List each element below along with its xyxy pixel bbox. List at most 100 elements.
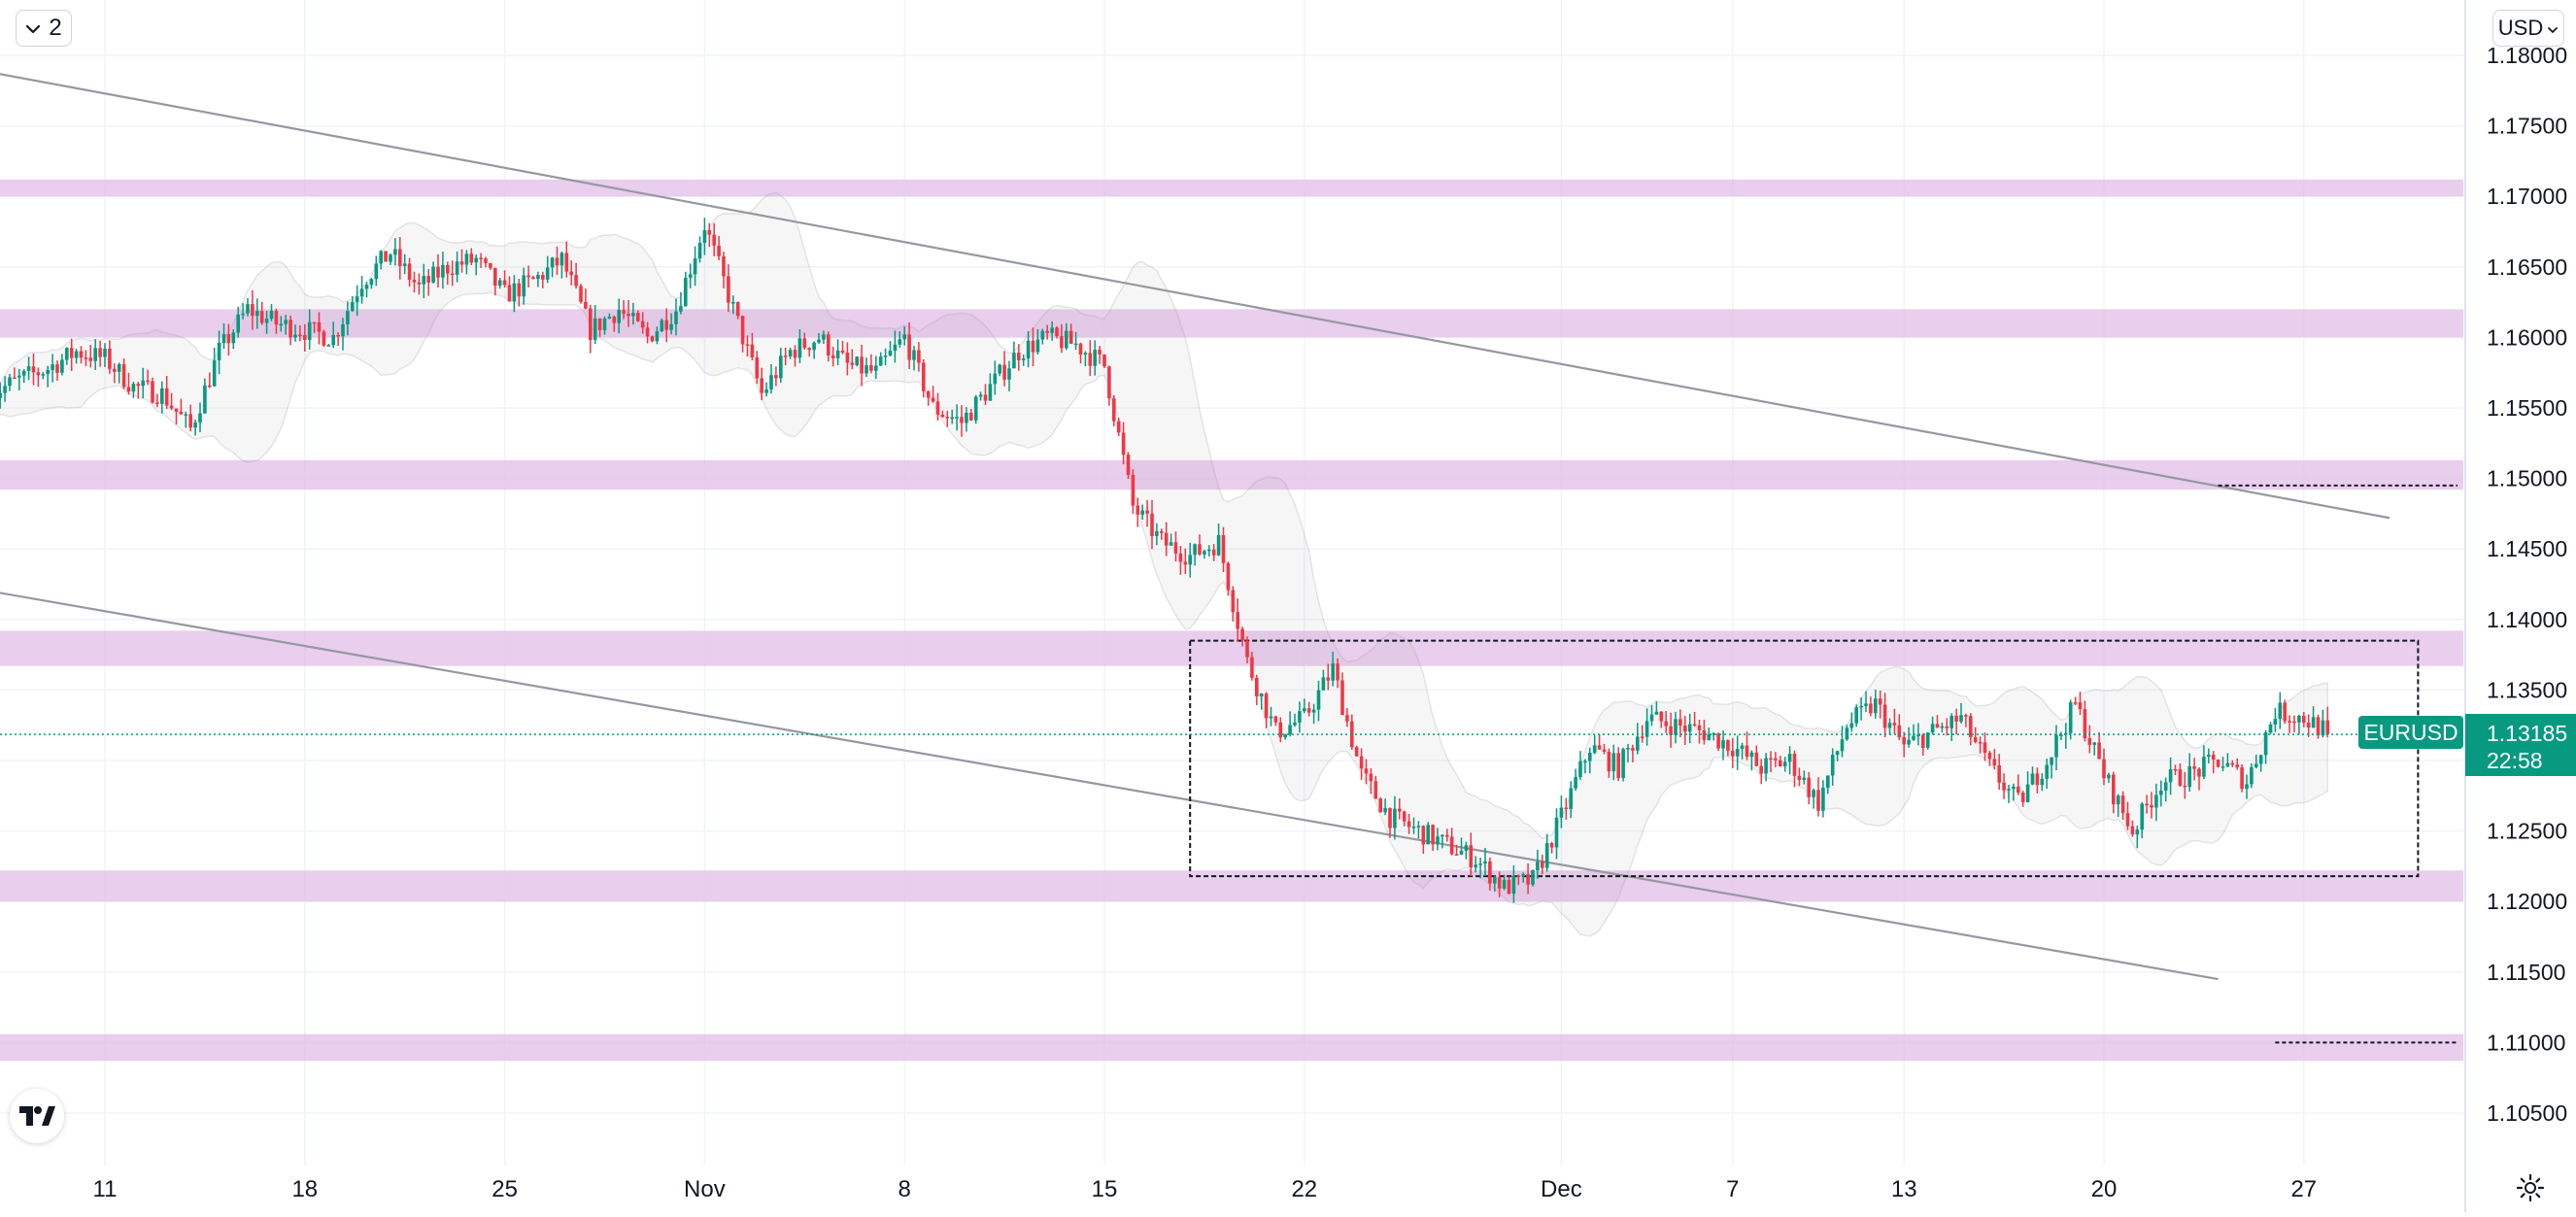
candle[interactable] <box>584 287 588 310</box>
candle[interactable] <box>1812 788 1815 809</box>
candle[interactable] <box>1626 743 1630 762</box>
candle[interactable] <box>631 302 635 325</box>
candle[interactable] <box>2207 748 2211 763</box>
candle[interactable] <box>2254 754 2258 769</box>
candle[interactable] <box>2120 791 2125 821</box>
candle[interactable] <box>69 338 74 371</box>
candle[interactable] <box>2258 754 2263 772</box>
candle[interactable] <box>1835 750 1840 761</box>
candle[interactable] <box>1050 321 1054 341</box>
sr-zone[interactable] <box>0 179 2463 197</box>
candle[interactable] <box>864 357 868 378</box>
candle[interactable] <box>973 394 978 424</box>
candle[interactable] <box>1692 711 1697 727</box>
candle[interactable] <box>1564 797 1569 820</box>
candle[interactable] <box>221 322 226 350</box>
candle[interactable] <box>935 392 940 422</box>
candle[interactable] <box>3 376 7 402</box>
candle[interactable] <box>745 335 750 357</box>
candle[interactable] <box>412 271 417 293</box>
candle[interactable] <box>1731 737 1735 768</box>
candle[interactable] <box>1930 716 1935 735</box>
candle[interactable] <box>693 246 697 287</box>
candle[interactable] <box>1531 869 1535 887</box>
candle[interactable] <box>1255 674 1259 706</box>
candle[interactable] <box>417 273 422 295</box>
candle[interactable] <box>288 315 292 346</box>
candle[interactable] <box>246 297 250 317</box>
candle[interactable] <box>1854 704 1858 727</box>
consolidation-rectangle[interactable] <box>1189 639 2420 878</box>
candle[interactable] <box>1878 691 1882 719</box>
candle[interactable] <box>1864 691 1868 713</box>
candle[interactable] <box>55 360 59 381</box>
candle[interactable] <box>346 301 350 336</box>
candle[interactable] <box>1164 522 1169 557</box>
candle[interactable] <box>184 411 188 428</box>
candle[interactable] <box>1892 708 1897 734</box>
candle[interactable] <box>717 235 721 261</box>
candle[interactable] <box>284 315 288 335</box>
candle[interactable] <box>1782 757 1787 772</box>
candle[interactable] <box>960 405 964 437</box>
candle[interactable] <box>922 359 926 398</box>
candle[interactable] <box>902 326 906 346</box>
candle[interactable] <box>688 263 693 288</box>
candle[interactable] <box>1588 747 1592 774</box>
candle[interactable] <box>1697 719 1702 744</box>
gear-icon[interactable] <box>2514 1171 2547 1204</box>
candle[interactable] <box>1644 708 1649 746</box>
candle[interactable] <box>1002 351 1006 387</box>
candle[interactable] <box>1311 703 1316 725</box>
candle[interactable] <box>1616 747 1620 782</box>
candle[interactable] <box>279 316 284 332</box>
candle[interactable] <box>1959 702 1963 725</box>
candle[interactable] <box>2017 774 2020 795</box>
candle[interactable] <box>474 254 478 276</box>
candle[interactable] <box>878 352 883 366</box>
candle[interactable] <box>131 382 136 398</box>
candle[interactable] <box>574 262 578 289</box>
candle[interactable] <box>484 256 488 268</box>
candle[interactable] <box>1774 752 1778 768</box>
candle[interactable] <box>2130 820 2135 837</box>
candle[interactable] <box>783 347 788 366</box>
candle[interactable] <box>426 268 430 296</box>
candle[interactable] <box>1887 718 1892 734</box>
candle[interactable] <box>779 348 783 383</box>
candle[interactable] <box>502 270 507 287</box>
candle[interactable] <box>1321 669 1326 691</box>
candle[interactable] <box>322 329 326 347</box>
candle[interactable] <box>1316 680 1321 722</box>
candle[interactable] <box>1298 701 1302 733</box>
candle[interactable] <box>402 254 407 275</box>
candle[interactable] <box>722 252 726 288</box>
candle[interactable] <box>1150 499 1154 550</box>
candle[interactable] <box>384 251 388 262</box>
candle[interactable] <box>355 285 359 317</box>
candle[interactable] <box>155 393 159 408</box>
candle[interactable] <box>1278 717 1283 743</box>
candle[interactable] <box>1236 598 1239 642</box>
candle[interactable] <box>888 341 893 356</box>
candle[interactable] <box>1945 718 1949 736</box>
candle[interactable] <box>1007 360 1011 391</box>
candle[interactable] <box>965 407 968 432</box>
candle[interactable] <box>2168 757 2173 795</box>
candle[interactable] <box>602 316 607 335</box>
candle[interactable] <box>1702 720 1707 745</box>
candle[interactable] <box>2283 699 2287 725</box>
candle[interactable] <box>2273 708 2278 732</box>
candle[interactable] <box>188 404 192 432</box>
candle[interactable] <box>459 249 464 273</box>
candle[interactable] <box>541 271 545 288</box>
candle[interactable] <box>1098 346 1102 364</box>
candle[interactable] <box>1493 875 1497 893</box>
candle[interactable] <box>21 369 26 384</box>
candle[interactable] <box>684 271 688 307</box>
candle[interactable] <box>2311 706 2316 728</box>
candle[interactable] <box>108 340 112 374</box>
candle[interactable] <box>446 261 450 286</box>
candle[interactable] <box>1336 658 1339 689</box>
candle[interactable] <box>2278 692 2283 729</box>
